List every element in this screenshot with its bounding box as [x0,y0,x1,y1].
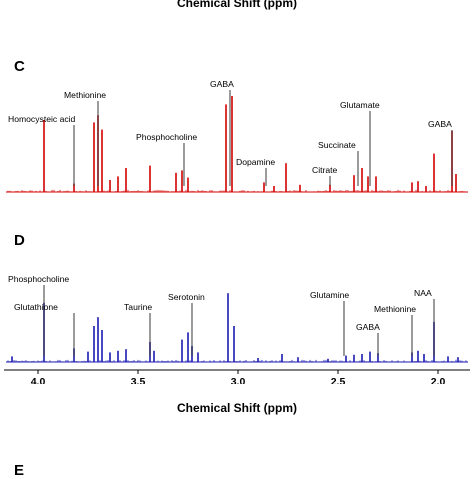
peak-label: GABA [356,322,380,332]
peak-label: Citrate [312,165,338,175]
peak-label: Succinate [318,140,356,150]
x-tick-label: 3.5 [131,376,146,384]
peak-label: Dopamine [236,157,275,167]
peak-label: Methionine [374,304,416,314]
peak-label: Homocysteic acid [8,114,76,124]
panel-c-spectrum: Homocysteic acid Methionine Phosphocholine… [6,79,468,193]
peak-label: GABA [428,119,452,129]
panel-letter-e: E [14,462,25,479]
x-tick-label: 2.5 [331,376,346,384]
panel-letter-d: D [14,232,25,249]
peak-label: Methionine [64,90,106,100]
peak-label: Glutathione [14,302,58,312]
x-tick-label: 2.0 [431,376,446,384]
peak-label: Phosphocholine [8,274,69,284]
peak-label: Glutamate [340,100,380,110]
peak-label: Glutamine [310,290,349,300]
top-axis-title: Chemical Shift (ppm) [176,0,297,10]
panel-letter-c: C [14,58,25,75]
x-tick-label: 4.0 [31,376,46,384]
panel-d-spectrum: Phosphocholine Glutathione Taurine Serotoni… [4,274,470,384]
bottom-axis-title: Chemical Shift (ppm) [176,401,297,415]
peak-label: Phosphocholine [136,132,197,142]
peak-label: NAA [414,288,432,298]
peak-label: Taurine [124,302,152,312]
x-tick-label: 3.0 [231,376,246,384]
peak-label: Serotonin [168,292,205,302]
peak-label: GABA [210,79,234,89]
